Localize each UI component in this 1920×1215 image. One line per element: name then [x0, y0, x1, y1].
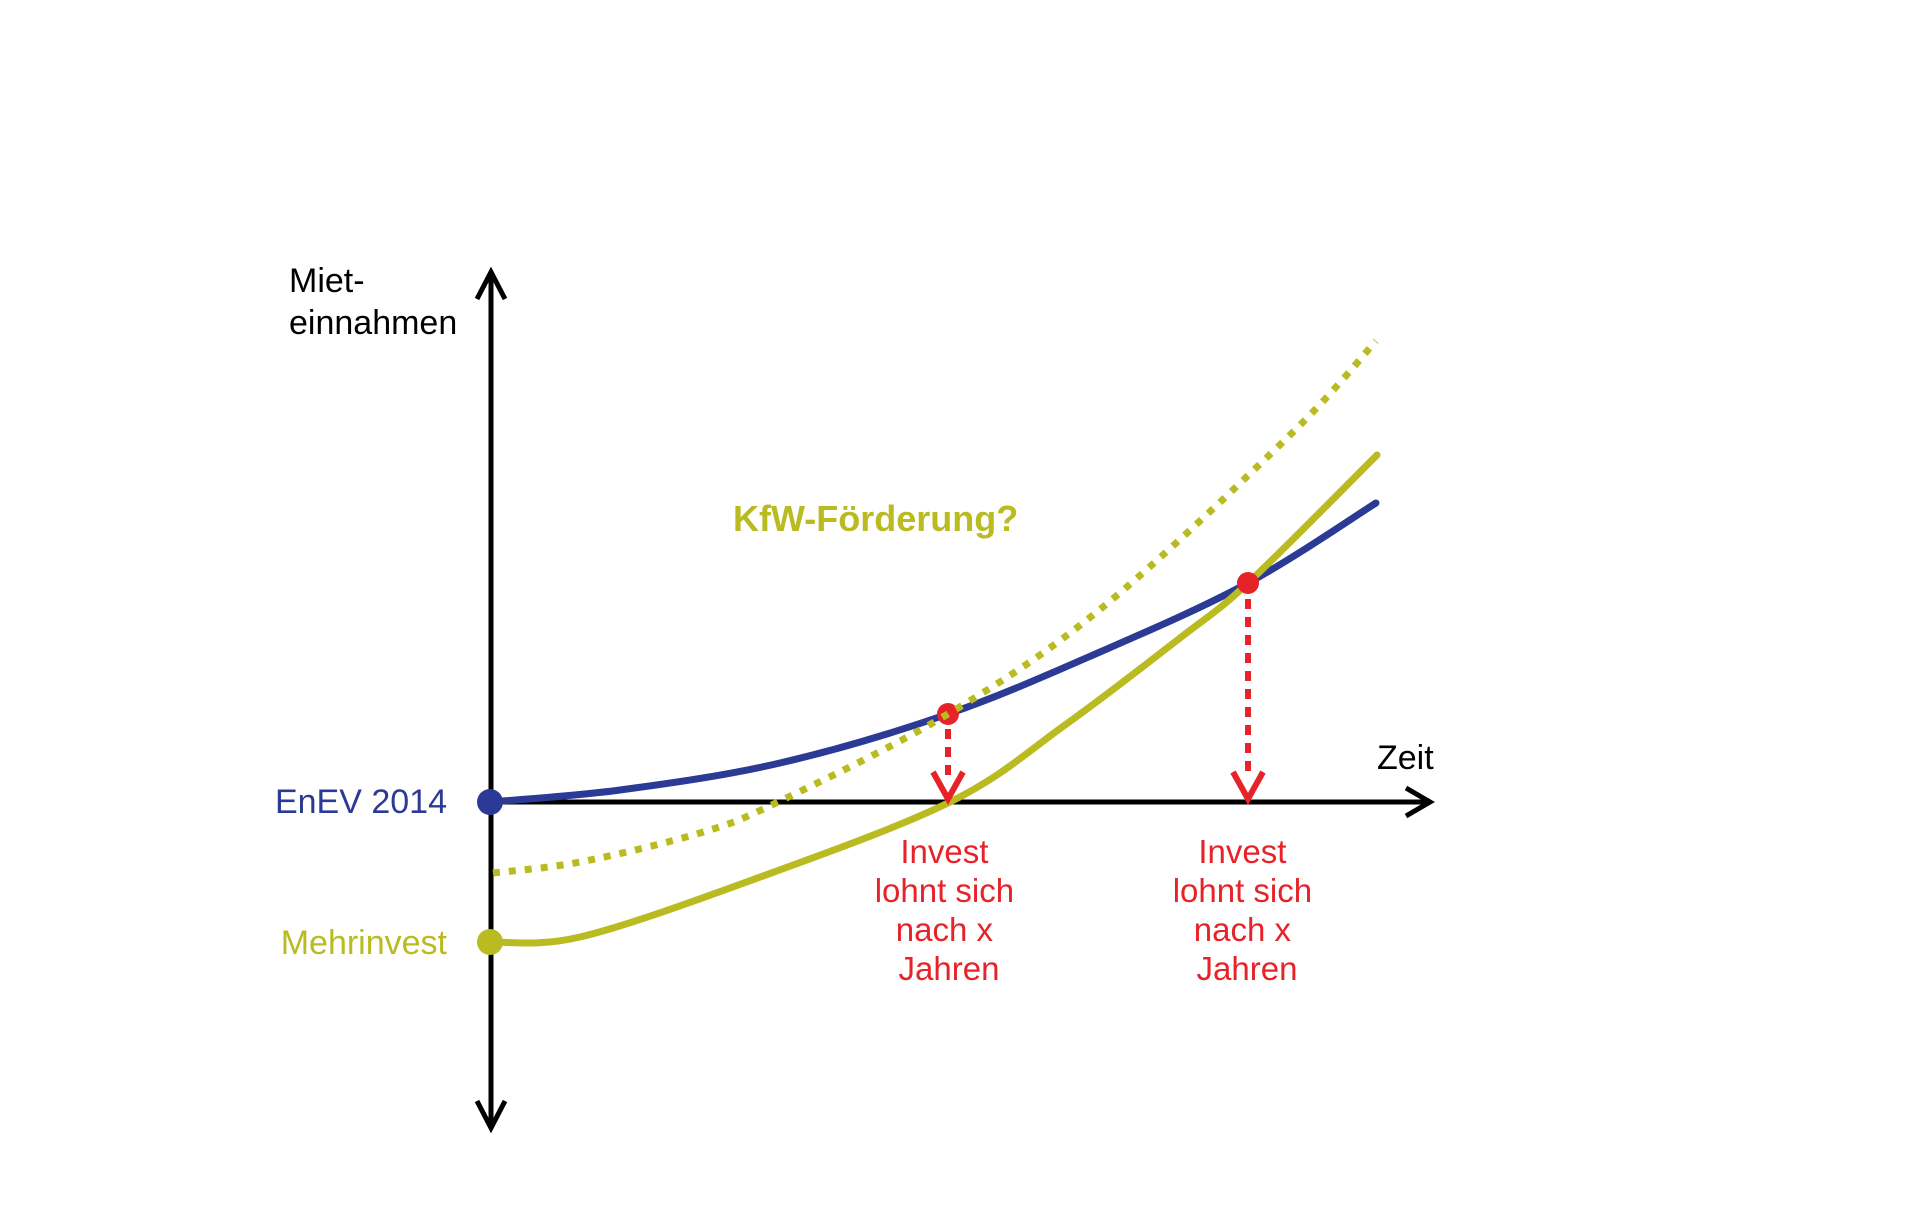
- payback-arrows: [930, 599, 1266, 806]
- mehrinvest-start-dot: [477, 929, 503, 955]
- mehrinvest-curve-label: Mehrinvest: [281, 924, 448, 962]
- payback-arrow-2-arrowhead-icon: [1230, 770, 1266, 806]
- y-axis-title-line2: einnahmen: [289, 304, 457, 342]
- invest-note-1-line1: Invest: [900, 833, 988, 870]
- x-axis-right-arrowhead-icon: [1404, 785, 1435, 819]
- x-axis-title: Zeit: [1377, 739, 1434, 777]
- y-axis-title-line1: Miet-: [289, 262, 365, 300]
- invest-note-2-line1: Invest: [1198, 833, 1286, 870]
- invest-note-2-line4: Jahren: [1197, 950, 1298, 987]
- enev-2014-start-dot: [477, 789, 503, 815]
- invest-note-2-line2: lohnt sich: [1173, 872, 1312, 909]
- enev-2014-curve-label: EnEV 2014: [275, 783, 447, 821]
- invest-note-1-line4: Jahren: [899, 950, 1000, 987]
- invest-note-1: Invest lohnt sich nach x Jahren: [875, 833, 1024, 987]
- axes: [474, 266, 1435, 1134]
- kfw-foerderung-label: KfW-Förderung?: [733, 498, 1018, 539]
- y-axis-title: Miet- einnahmen: [289, 262, 457, 342]
- payback-arrow-1-arrowhead-icon: [930, 770, 966, 806]
- intersection-2-dot: [1237, 572, 1259, 594]
- invest-note-2-line3: nach x: [1194, 911, 1292, 948]
- y-axis-down-arrowhead-icon: [474, 1099, 508, 1134]
- y-axis-up-arrowhead-icon: [474, 266, 508, 301]
- invest-note-1-line2: lohnt sich: [875, 872, 1014, 909]
- curves: [477, 338, 1381, 955]
- invest-note-1-line3: nach x: [896, 911, 994, 948]
- enev-2014-curve: [486, 499, 1380, 806]
- invest-note-2: Invest lohnt sich nach x Jahren: [1173, 833, 1322, 987]
